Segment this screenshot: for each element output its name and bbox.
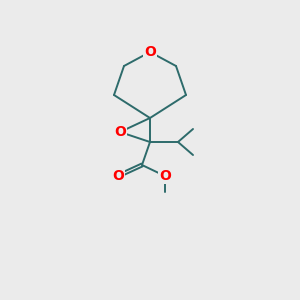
Text: O: O bbox=[144, 45, 156, 59]
Text: O: O bbox=[112, 169, 124, 183]
Text: O: O bbox=[114, 125, 126, 139]
Text: O: O bbox=[159, 169, 171, 183]
